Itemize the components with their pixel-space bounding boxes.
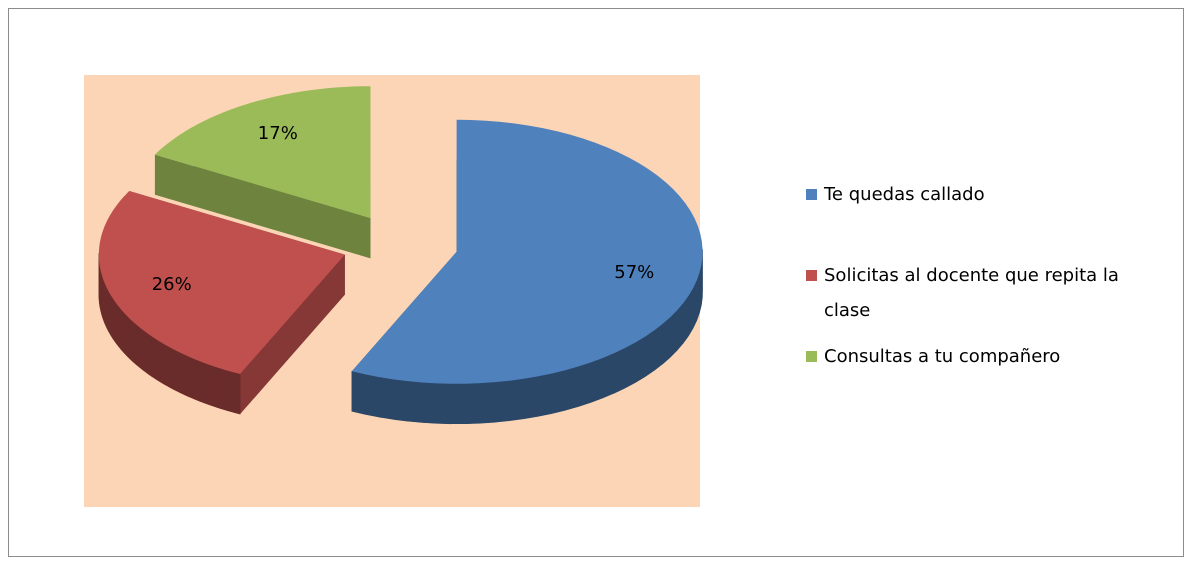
- slice: [98, 191, 345, 375]
- legend-label: Te quedas callado: [823, 184, 985, 205]
- legend-swatch: [806, 351, 817, 362]
- slice: [351, 119, 703, 384]
- slice-rim: [351, 249, 703, 425]
- data-label: 57%: [614, 262, 654, 283]
- slice: [154, 86, 371, 219]
- data-label: 17%: [258, 123, 298, 144]
- legend-label: Solicitas al docente que repita la clase: [824, 265, 1119, 321]
- slice-rim: [98, 252, 241, 415]
- data-label: 26%: [152, 274, 192, 295]
- legend: Te quedas callado Solicitas al docente qu…: [806, 184, 1119, 367]
- legend-label: Consultas a tu compañero: [824, 346, 1060, 367]
- pie: 57% 26% 17%: [98, 86, 703, 425]
- legend-swatch: [806, 189, 817, 200]
- slice-side: [240, 254, 345, 415]
- slice-side: [154, 154, 371, 259]
- legend-swatch: [806, 270, 817, 281]
